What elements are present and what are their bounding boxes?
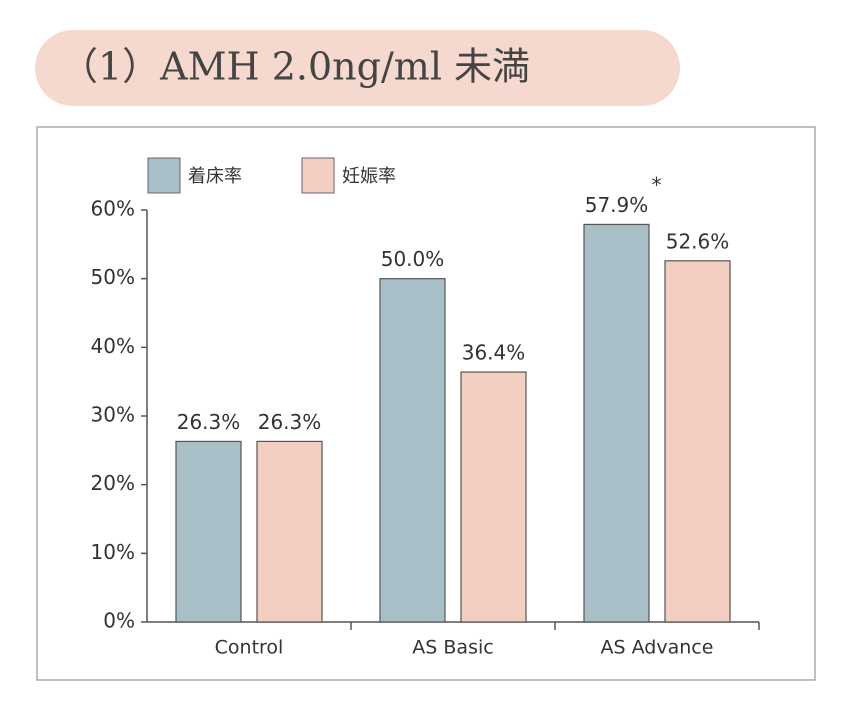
bar xyxy=(379,278,446,623)
x-tick-label: AS Advance xyxy=(601,637,714,659)
legend-label: 着床率 xyxy=(188,166,242,187)
y-tick-label: 0% xyxy=(103,609,135,633)
title-pill xyxy=(35,30,680,106)
x-tick-label: Control xyxy=(215,637,284,659)
y-tick-label: 60% xyxy=(91,197,135,221)
legend-swatch xyxy=(147,157,181,194)
value-label: 50.0% xyxy=(381,247,445,271)
chart-title: （1）AMH 2.0ng/ml 未満 xyxy=(60,45,530,89)
y-tick-label: 10% xyxy=(91,540,135,564)
value-label: 57.9% xyxy=(585,193,649,217)
bar xyxy=(664,260,731,623)
y-tick-label: 40% xyxy=(91,334,135,358)
value-label: 26.3% xyxy=(258,410,322,434)
y-tick-label: 30% xyxy=(91,403,135,427)
value-label: 26.3% xyxy=(177,410,241,434)
value-label: 52.6% xyxy=(666,229,730,253)
legend-label: 妊娠率 xyxy=(342,166,396,187)
bar xyxy=(583,223,650,623)
y-tick-label: 50% xyxy=(91,265,135,289)
y-tick-label: 20% xyxy=(91,471,135,495)
bar xyxy=(460,371,527,623)
x-tick-label: AS Basic xyxy=(412,637,493,659)
annotation: * xyxy=(652,173,662,197)
value-label: 36.4% xyxy=(462,341,526,365)
bar xyxy=(256,440,323,623)
legend-swatch xyxy=(301,157,335,194)
bar xyxy=(175,440,242,623)
